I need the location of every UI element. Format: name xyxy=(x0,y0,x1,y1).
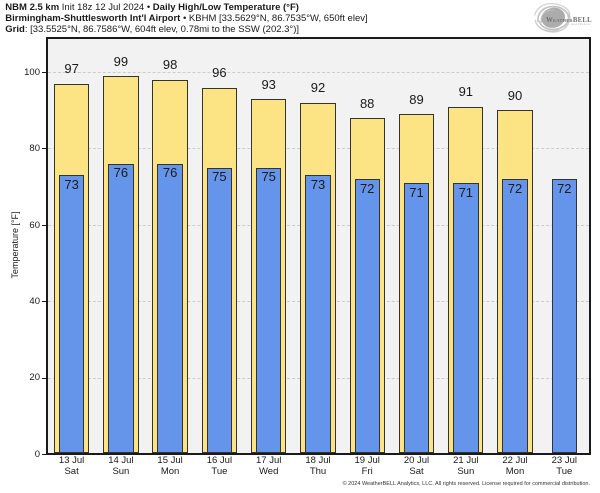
svg-text:WEATHERBELL: WEATHERBELL xyxy=(546,17,592,24)
svg-text:ANALYTICS LLC: ANALYTICS LLC xyxy=(571,23,592,26)
